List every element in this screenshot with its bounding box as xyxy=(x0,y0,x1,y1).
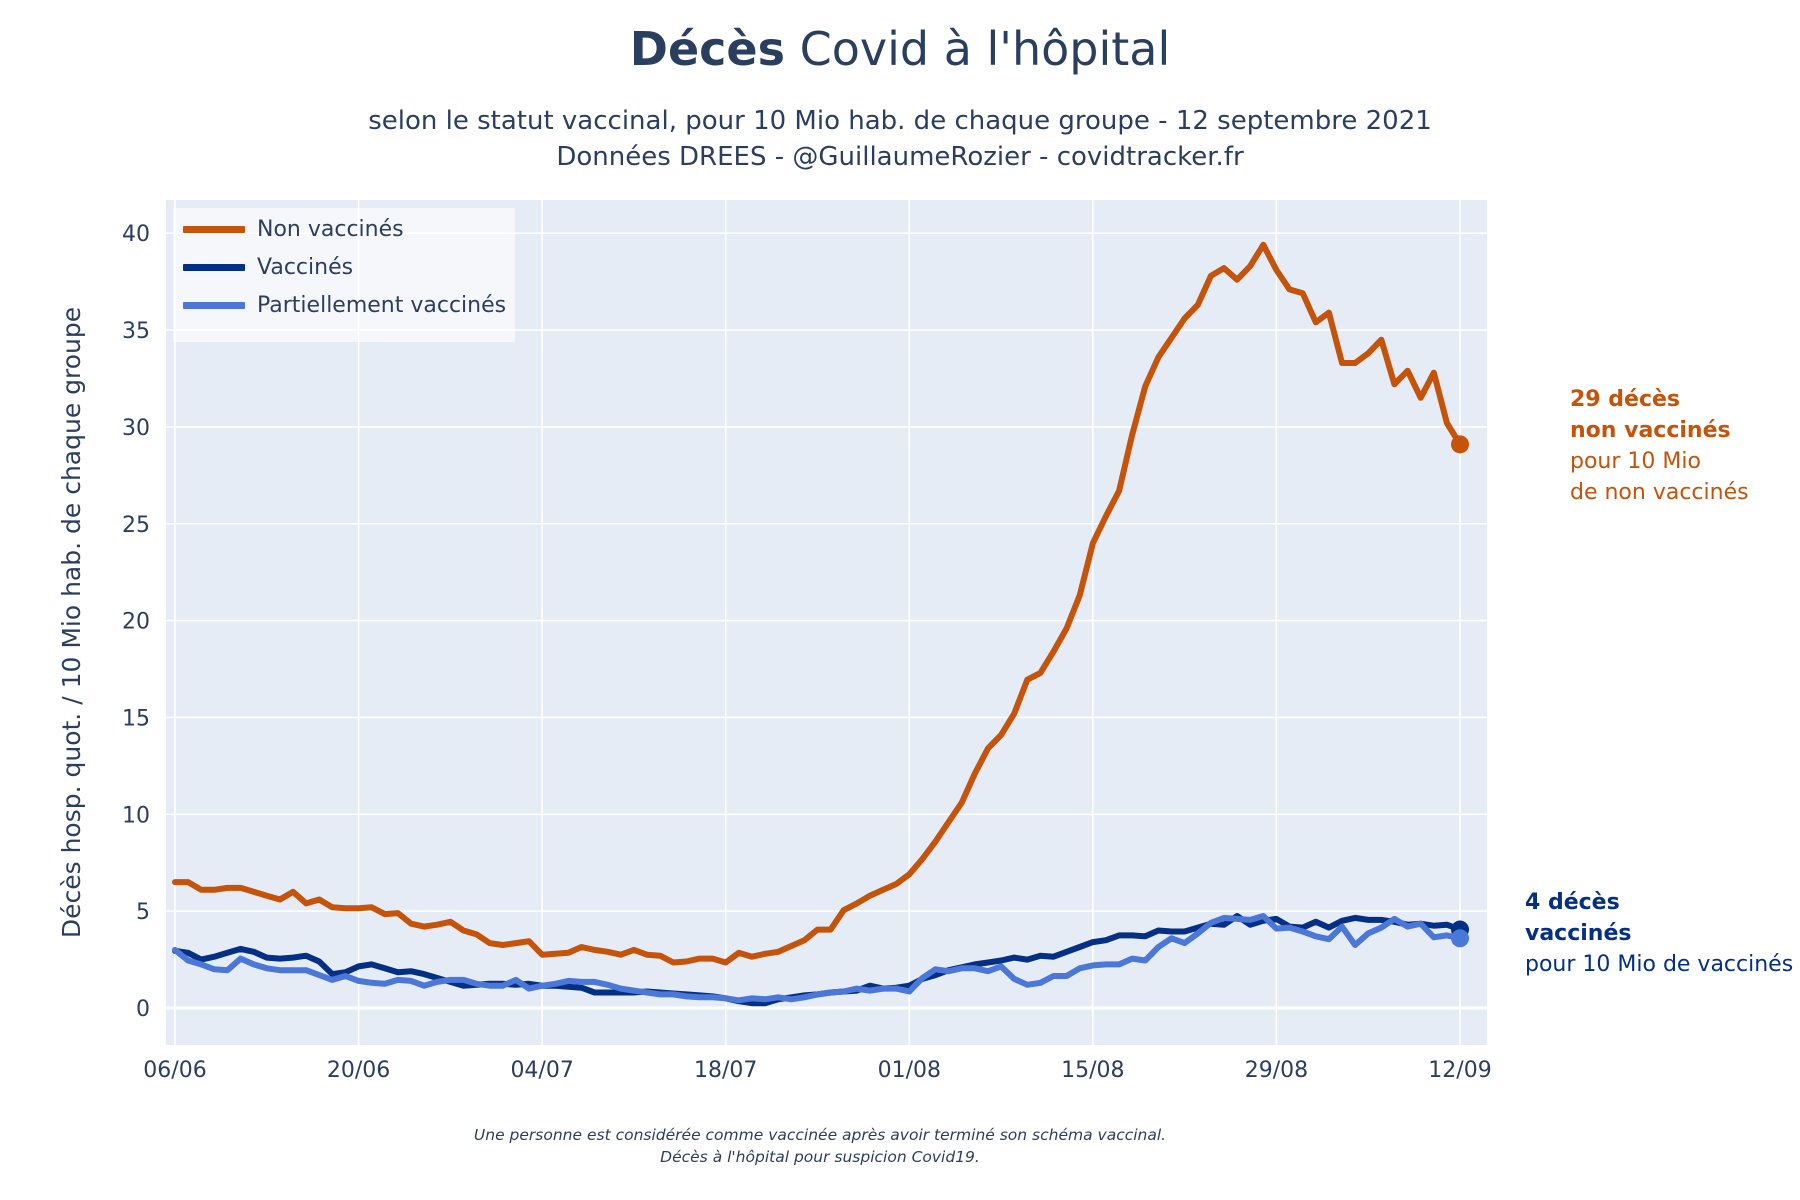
annotation-non-vaccines: 29 décès non vaccinés pour 10 Mio de non… xyxy=(1570,384,1749,508)
series-line-non_vaccines xyxy=(172,241,1463,966)
legend-item-vaccines[interactable]: Vaccinés xyxy=(183,252,353,282)
x-tick-label-12/09: 12/09 xyxy=(1428,1058,1491,1083)
legend-label-partiellement: Partiellement vaccinés xyxy=(257,292,507,318)
x-tick-label-18/07: 18/07 xyxy=(694,1058,757,1083)
legend: Non vaccinés Vaccinés Partiellement vacc… xyxy=(173,208,515,342)
annotation-vaccines-unit: pour 10 Mio de vaccinés xyxy=(1525,952,1794,977)
series-line-partiellement xyxy=(172,913,1463,1004)
legend-swatch-non-vaccines xyxy=(183,225,245,233)
y-tick-label-25: 25 xyxy=(122,513,150,538)
y-tick-label-35: 35 xyxy=(122,319,150,344)
annotation-non-vaccines-count: 29 décès xyxy=(1570,387,1680,412)
y-tick-label-30: 30 xyxy=(122,416,150,441)
chart-subtitle-line-2: Données DREES - @GuillaumeRozier - covid… xyxy=(556,142,1244,172)
chart-title-bold: Décès xyxy=(629,22,785,76)
legend-item-non-vaccines[interactable]: Non vaccinés xyxy=(183,214,404,244)
footnote-line-2: Décès à l'hôpital pour suspicion Covid19… xyxy=(660,1148,980,1166)
legend-swatch-vaccines xyxy=(183,263,245,271)
y-tick-label-5: 5 xyxy=(136,900,150,925)
series-end-marker-non_vaccines xyxy=(1451,435,1469,454)
annotation-non-vaccines-unit-2: de non vaccinés xyxy=(1570,480,1749,505)
annotation-non-vaccines-unit: pour 10 Mio xyxy=(1570,449,1701,474)
series-end-marker-partiellement xyxy=(1451,929,1469,948)
footnote-line-1: Une personne est considérée comme vaccin… xyxy=(473,1126,1167,1144)
x-tick-label-15/08: 15/08 xyxy=(1061,1058,1124,1083)
legend-swatch-partiellement xyxy=(183,301,245,309)
annotation-vaccines-group: vaccinés xyxy=(1525,921,1632,946)
y-tick-label-0: 0 xyxy=(136,997,150,1022)
annotation-non-vaccines-group: non vaccinés xyxy=(1570,418,1731,443)
chart-subtitle-line-1: selon le statut vaccinal, pour 10 Mio ha… xyxy=(368,106,1432,136)
chart-title: Décès Covid à l'hôpital xyxy=(0,22,1800,76)
chart-title-rest: Covid à l'hôpital xyxy=(785,22,1171,76)
y-tick-label-15: 15 xyxy=(122,706,150,731)
y-tick-label-10: 10 xyxy=(122,803,150,828)
annotation-vaccines: 4 décès vaccinés pour 10 Mio de vaccinés xyxy=(1525,887,1793,980)
legend-label-non-vaccines: Non vaccinés xyxy=(257,216,404,242)
x-tick-label-20/06: 20/06 xyxy=(327,1058,390,1083)
y-tick-label-40: 40 xyxy=(122,222,150,247)
x-tick-label-29/08: 29/08 xyxy=(1245,1058,1308,1083)
y-tick-label-20: 20 xyxy=(122,610,150,635)
legend-item-partiellement[interactable]: Partiellement vaccinés xyxy=(183,290,506,320)
x-tick-label-06/06: 06/06 xyxy=(143,1058,206,1083)
annotation-vaccines-count: 4 décès xyxy=(1525,890,1620,915)
x-tick-label-04/07: 04/07 xyxy=(510,1058,573,1083)
y-axis-title: Décès hosp. quot. / 10 Mio hab. de chaqu… xyxy=(57,307,86,938)
legend-label-vaccines: Vaccinés xyxy=(257,254,354,280)
x-tick-label-01/08: 01/08 xyxy=(878,1058,941,1083)
